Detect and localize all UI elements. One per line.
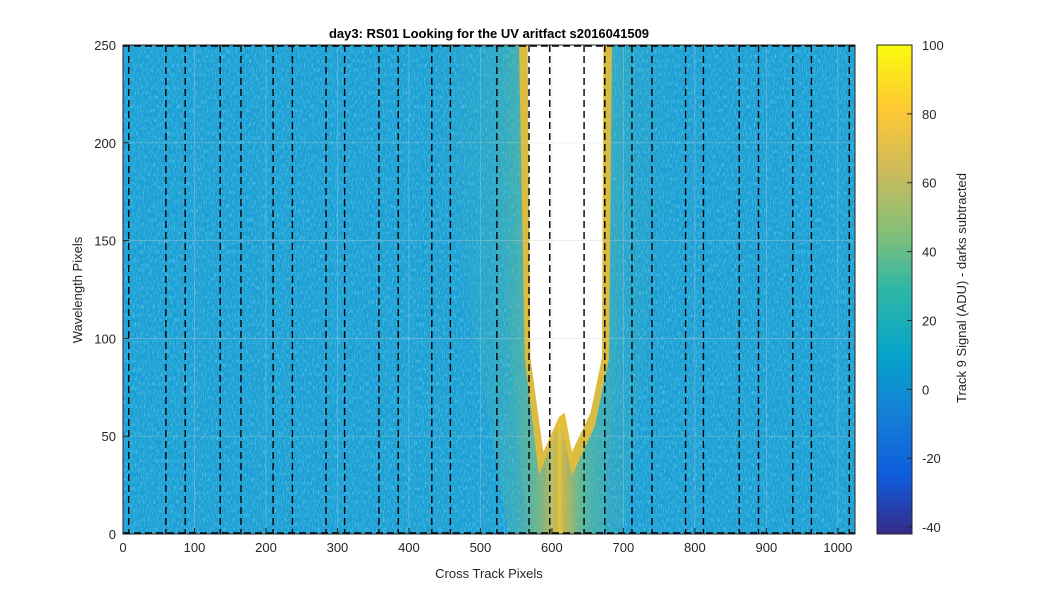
x-tick-label-800: 800 (684, 540, 706, 555)
x-axis-label: Cross Track Pixels (435, 566, 543, 581)
x-tick-label-200: 200 (255, 540, 277, 555)
colorbar-tick-label--20: -20 (922, 451, 941, 466)
colorbar-tick-label-40: 40 (922, 245, 936, 260)
colorbar-label: Track 9 Signal (ADU) - darks subtracted (954, 173, 969, 403)
colorbar-tick-label-0: 0 (922, 382, 929, 397)
y-tick-label-100: 100 (94, 331, 116, 346)
y-tick-label-250: 250 (94, 38, 116, 53)
x-axis-ticks: 0 100 200 300 400 500 600 700 800 900 1000 (119, 528, 852, 555)
colorbar (876, 44, 913, 535)
y-axis-label: Wavelength Pixels (70, 236, 85, 343)
saturated-region (527, 45, 604, 452)
y-tick-label-200: 200 (94, 136, 116, 151)
colorbar-tick-label-60: 60 (922, 176, 936, 191)
colorbar-tick-label-80: 80 (922, 107, 936, 122)
x-tick-label-0: 0 (119, 540, 126, 555)
plot-area (123, 45, 855, 534)
x-tick-label-1000: 1000 (823, 540, 852, 555)
x-tick-label-100: 100 (184, 540, 206, 555)
colorbar-tick-label-100: 100 (922, 38, 944, 53)
x-tick-label-300: 300 (327, 540, 349, 555)
x-tick-label-700: 700 (613, 540, 635, 555)
y-tick-label-50: 50 (102, 429, 116, 444)
colorbar-tick-label--40: -40 (922, 520, 941, 535)
x-tick-label-500: 500 (470, 540, 492, 555)
artifact-halo (424, 45, 683, 534)
y-tick-label-150: 150 (94, 234, 116, 249)
grid-lines (123, 45, 855, 534)
y-axis-ticks: 0 50 100 150 200 250 (94, 38, 129, 542)
chart-title: day3: RS01 Looking for the UV aritfact s… (329, 26, 649, 41)
axes-box (122, 44, 856, 535)
dashed-markers (123, 45, 855, 534)
x-tick-label-400: 400 (398, 540, 420, 555)
colorbar-tick-label-20: 20 (922, 313, 936, 328)
colorbar-ticks: -40 -20 0 20 40 60 80 100 (907, 38, 944, 535)
x-tick-label-900: 900 (756, 540, 778, 555)
x-tick-label-600: 600 (541, 540, 563, 555)
y-tick-label-0: 0 (109, 527, 116, 542)
